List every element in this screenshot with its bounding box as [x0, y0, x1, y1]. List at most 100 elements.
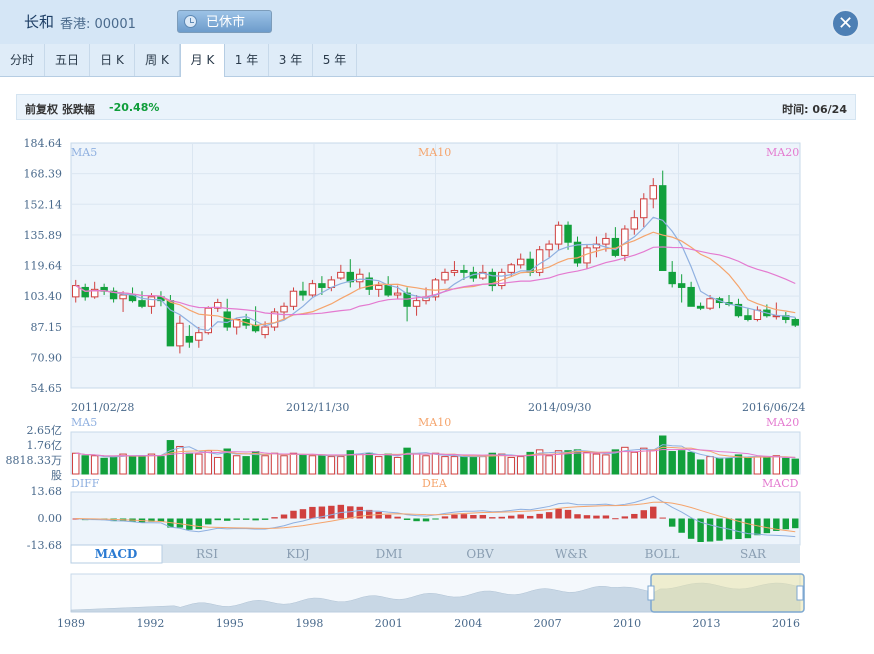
volume-bar	[744, 456, 752, 475]
candle[interactable]	[270, 308, 279, 331]
volume-bar	[479, 456, 487, 475]
candle[interactable]	[450, 261, 459, 277]
volume-bar	[791, 458, 799, 475]
stock-code: 香港: 00001	[60, 17, 136, 32]
indicator-tab-kdj[interactable]: KDJ	[286, 547, 310, 561]
candle[interactable]	[81, 283, 89, 301]
candle[interactable]	[337, 264, 345, 280]
volume-bar	[450, 456, 459, 475]
macd-bar	[299, 509, 307, 519]
volume-bar	[337, 456, 345, 475]
y-tick-label: 152.14	[24, 198, 63, 211]
candle[interactable]	[535, 245, 544, 277]
navigator-handle-left[interactable]	[647, 585, 655, 601]
candle[interactable]	[308, 279, 317, 297]
volume-bar	[280, 455, 288, 475]
indicator-tab-sar[interactable]: SAR	[740, 547, 767, 561]
tab-one-year[interactable]: 1 年	[225, 44, 269, 76]
market-status-button[interactable]: 已休市	[177, 10, 272, 33]
candle[interactable]	[431, 278, 440, 301]
volume-bar	[374, 456, 383, 475]
tab-intraday[interactable]: 分时	[0, 44, 45, 76]
candle[interactable]	[659, 170, 667, 271]
y-tick-label: 184.64	[24, 137, 63, 150]
candle[interactable]	[460, 264, 468, 280]
candle[interactable]	[412, 294, 421, 316]
candle[interactable]	[696, 302, 705, 311]
tab-five-day[interactable]: 五日	[45, 44, 90, 76]
candle[interactable]	[109, 287, 118, 303]
candle[interactable]	[195, 327, 203, 348]
candle[interactable]	[630, 210, 639, 235]
candle[interactable]	[507, 262, 515, 277]
macd-bar	[631, 513, 638, 519]
candle[interactable]	[564, 221, 572, 250]
indicator-tab-dmi[interactable]: DMI	[376, 547, 403, 561]
candle[interactable]	[640, 193, 648, 228]
candle[interactable]	[318, 276, 326, 295]
ma5-line	[75, 216, 796, 332]
candle[interactable]	[289, 287, 298, 311]
candle[interactable]	[185, 325, 194, 348]
candle[interactable]	[214, 298, 222, 312]
tab-weekly-k[interactable]: 周 K	[135, 44, 180, 76]
macd-bar	[716, 518, 723, 541]
macd-bar	[252, 518, 259, 521]
volume-bar	[242, 456, 250, 475]
close-button[interactable]: ✕	[831, 9, 860, 38]
candle[interactable]	[479, 264, 487, 280]
candle[interactable]	[677, 274, 686, 303]
tab-three-year[interactable]: 3 年	[269, 44, 313, 76]
tab-monthly-k[interactable]: 月 K	[180, 44, 225, 77]
navigator-handle-right[interactable]	[796, 585, 804, 601]
candle[interactable]	[791, 317, 799, 328]
indicator-tab-obv[interactable]: OBV	[466, 547, 494, 561]
candle[interactable]	[441, 268, 449, 284]
candle[interactable]	[554, 221, 563, 250]
volume-bar	[507, 456, 515, 475]
candle[interactable]	[744, 308, 752, 322]
indicator-tab-rsi[interactable]: RSI	[196, 547, 218, 561]
candle[interactable]	[147, 293, 156, 314]
macd-bar	[517, 514, 524, 519]
macd-bar	[612, 518, 619, 520]
volume-bar	[327, 456, 336, 475]
candle[interactable]	[649, 178, 657, 209]
navigator-range-selector[interactable]	[650, 573, 805, 613]
indicator-tab-macd[interactable]: MACD	[95, 547, 138, 561]
candle[interactable]	[365, 272, 373, 295]
tab-five-year[interactable]: 5 年	[313, 44, 357, 76]
candle[interactable]	[138, 291, 146, 309]
macd-bar	[366, 509, 373, 519]
ma10-label: MA10	[418, 146, 451, 159]
x-label-end: 2016/06/24	[742, 401, 805, 414]
candle[interactable]	[280, 302, 288, 320]
candle[interactable]	[488, 268, 497, 292]
candle[interactable]	[516, 253, 525, 269]
y-tick-label: 70.90	[31, 351, 63, 364]
volume-bar	[393, 456, 402, 475]
macd-bar	[650, 506, 657, 519]
indicator-tab-wr[interactable]: W&R	[555, 547, 588, 561]
volume-bar	[753, 456, 762, 475]
tab-daily-k[interactable]: 日 K	[90, 44, 135, 76]
candle[interactable]	[668, 261, 676, 288]
indicator-tab-boll[interactable]: BOLL	[645, 547, 680, 561]
candle[interactable]	[545, 240, 553, 258]
y-tick-label: 119.64	[24, 260, 63, 273]
macd-bar	[593, 515, 600, 519]
candle[interactable]	[573, 236, 582, 267]
candle[interactable]	[734, 298, 743, 318]
window-header: 长和 香港: 00001 已休市 ✕	[0, 0, 874, 44]
navigator-year-label: 2004	[454, 617, 482, 630]
candle[interactable]	[346, 259, 355, 288]
macd-bar	[318, 506, 326, 519]
y-tick-label: 54.65	[31, 382, 63, 395]
candle[interactable]	[299, 281, 307, 301]
candle[interactable]	[687, 281, 695, 307]
ma10-line	[75, 231, 796, 327]
candle[interactable]	[176, 315, 184, 354]
x-label-start: 2011/02/28	[71, 401, 134, 414]
macd-bar	[157, 518, 165, 522]
